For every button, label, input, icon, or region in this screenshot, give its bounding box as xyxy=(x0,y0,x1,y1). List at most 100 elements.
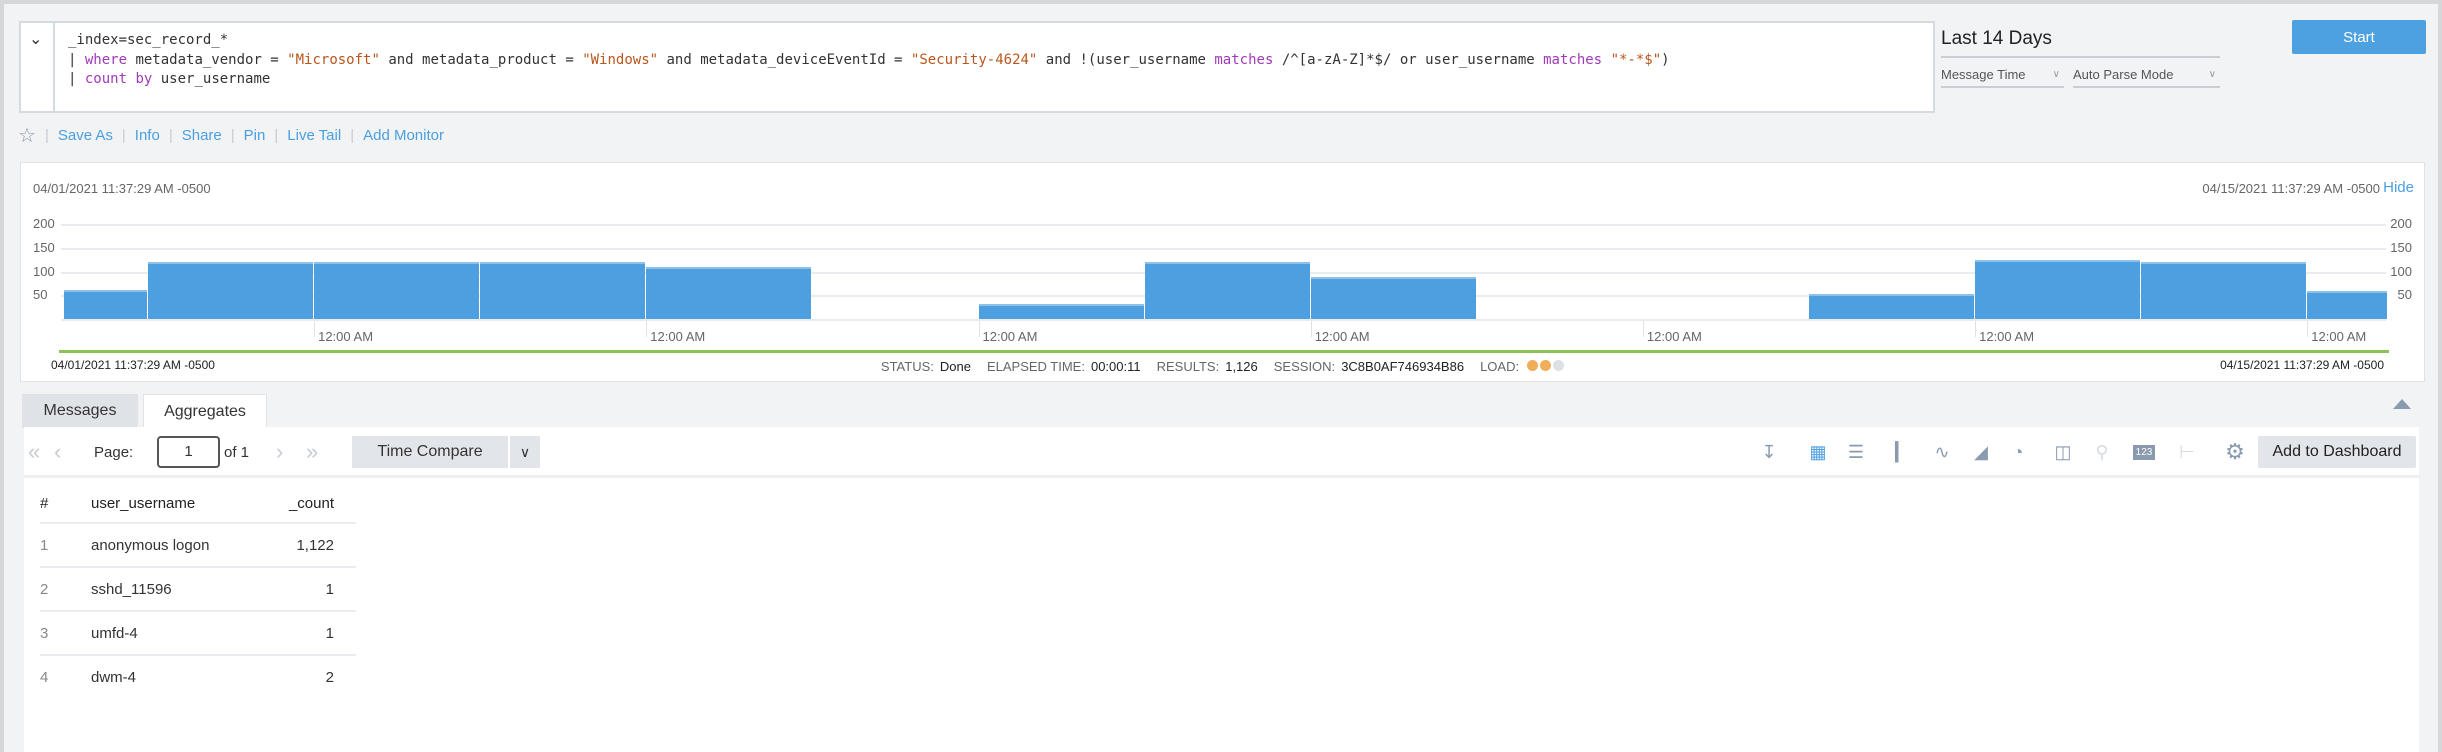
histogram-panel: 04/01/2021 11:37:29 AM -0500 04/15/2021 … xyxy=(20,162,2425,382)
results-panel: « ‹ Page: 1 of 1 › » Time Compare ∨ ↧ ▦ … xyxy=(24,427,2419,752)
query-token: "Security-4624" xyxy=(910,51,1038,68)
line-chart-icon[interactable]: ∿ xyxy=(1934,441,1950,462)
session-label: SESSION: xyxy=(1273,359,1336,374)
row-index: 1 xyxy=(40,522,91,567)
row-index: 4 xyxy=(40,654,91,699)
status-label: STATUS: xyxy=(880,359,934,374)
histogram-start-time: 04/01/2021 11:37:29 AM -0500 xyxy=(33,181,211,196)
first-page-icon[interactable]: « xyxy=(28,439,41,464)
histogram-bar[interactable] xyxy=(1144,261,1310,319)
range-end: 04/15/2021 11:37:29 AM -0500 xyxy=(2220,358,2384,372)
last-page-icon[interactable]: » xyxy=(306,439,319,464)
info-link[interactable]: Info xyxy=(134,127,160,144)
histogram-bar[interactable] xyxy=(646,266,812,319)
single-value-icon[interactable]: 123 xyxy=(2132,444,2156,460)
gridline xyxy=(61,224,2386,226)
export-icon[interactable]: ↧ xyxy=(1761,441,1777,462)
collapse-triangle-icon[interactable] xyxy=(2393,399,2411,409)
histogram-bar[interactable] xyxy=(1809,293,1975,319)
x-tick-label: 12:00 AM xyxy=(318,329,374,344)
row-username: sshd_11596 xyxy=(91,566,261,611)
next-page-icon[interactable]: › xyxy=(276,439,284,464)
histogram-bar[interactable] xyxy=(1310,277,1476,319)
histogram-bar[interactable] xyxy=(978,304,1144,319)
time-mode-select[interactable]: Message Time ∨ xyxy=(1941,64,2064,88)
tab-aggregates[interactable]: Aggregates xyxy=(143,394,267,428)
gridline xyxy=(61,247,2386,250)
collapse-query-chevron-icon[interactable]: ⌄ xyxy=(29,31,43,48)
save-as-link[interactable]: Save As xyxy=(57,127,113,144)
elapsed-value: 00:00:11 xyxy=(1090,359,1141,374)
add-to-dashboard-button[interactable]: Add to Dashboard xyxy=(2258,436,2416,468)
query-token: _index=sec_record_* xyxy=(68,32,229,48)
box-plot-icon[interactable]: ◫ xyxy=(2054,441,2072,462)
query-text[interactable]: _index=sec_record_* | where metadata_vend… xyxy=(68,31,1670,90)
table-row[interactable]: 3 umfd-4 1 xyxy=(40,610,356,655)
add-monitor-link[interactable]: Add Monitor xyxy=(363,127,444,144)
horizontal-bar-chart-icon[interactable]: ☰ xyxy=(1847,441,1865,462)
query-line: | count by user_username xyxy=(68,70,1670,90)
area-chart-icon[interactable]: ◢ xyxy=(1974,441,1988,462)
query-token: user_username xyxy=(152,71,271,87)
load-label: LOAD: xyxy=(1480,359,1520,374)
row-username: umfd-4 xyxy=(91,610,261,655)
table-row[interactable]: 1 anonymous logon 1,122 xyxy=(40,522,356,567)
histogram-bar[interactable] xyxy=(2307,290,2388,319)
gear-icon[interactable]: ⚙ xyxy=(2225,439,2245,464)
column-chart-icon[interactable]: ▎ xyxy=(1895,441,1909,462)
time-compare-button[interactable]: Time Compare xyxy=(352,436,508,468)
y-tick-label: 200 xyxy=(33,216,55,231)
x-tick xyxy=(2307,321,2309,337)
histogram-bar[interactable] xyxy=(1975,260,2141,319)
share-link[interactable]: Share xyxy=(181,127,222,144)
table-row[interactable]: 2 sshd_11596 1 xyxy=(40,566,356,611)
query-token: count xyxy=(84,71,128,87)
query-token xyxy=(1602,52,1610,68)
parse-mode-select[interactable]: Auto Parse Mode ∨ xyxy=(2073,64,2220,88)
time-mode-value: Message Time xyxy=(1941,67,2026,82)
parse-mode-value: Auto Parse Mode xyxy=(2073,67,2174,82)
column-header-count[interactable]: _count xyxy=(288,494,334,512)
prev-page-icon[interactable]: ‹ xyxy=(54,439,62,464)
histogram-bar[interactable] xyxy=(64,289,147,319)
time-range-underline xyxy=(1941,56,2220,58)
results-value: 1,126 xyxy=(1225,359,1258,374)
results-label: RESULTS: xyxy=(1156,359,1220,374)
pie-chart-icon[interactable]: ◔ xyxy=(2012,441,2024,462)
query-token: | xyxy=(68,71,85,87)
y-tick-label: 150 xyxy=(33,239,55,255)
query-editor[interactable]: ⌄ _index=sec_record_* | where metadata_ve… xyxy=(19,21,1935,113)
histogram-bar[interactable] xyxy=(148,261,314,319)
column-header-user-username[interactable]: user_username xyxy=(91,494,196,512)
histogram-bar[interactable] xyxy=(314,261,480,319)
time-compare-dropdown[interactable]: ∨ xyxy=(510,436,540,468)
page-input[interactable]: 1 xyxy=(157,436,220,468)
start-button[interactable]: Start xyxy=(2292,20,2426,54)
divider: | xyxy=(168,127,173,144)
live-tail-link[interactable]: Live Tail xyxy=(287,127,342,144)
histogram-bar[interactable] xyxy=(2141,261,2307,319)
y-tick-label: 150 xyxy=(2390,239,2412,255)
pin-link[interactable]: Pin xyxy=(243,127,266,144)
row-count: 2 xyxy=(261,654,334,699)
y-tick-label: 100 xyxy=(2390,263,2412,279)
row-count: 1 xyxy=(261,610,334,655)
column-header-index[interactable]: # xyxy=(40,494,49,512)
map-pin-icon[interactable]: ⚲ xyxy=(2095,441,2109,462)
star-icon[interactable]: ☆ xyxy=(18,125,36,147)
search-page: ⌄ _index=sec_record_* | where metadata_ve… xyxy=(4,4,2438,752)
divider: | xyxy=(44,127,49,144)
histogram-bar[interactable] xyxy=(480,261,646,319)
hide-histogram-link[interactable]: Hide xyxy=(2383,179,2414,196)
time-range-input[interactable]: Last 14 Days xyxy=(1941,28,2052,49)
x-tick xyxy=(646,321,648,337)
table-view-icon[interactable]: ▦ xyxy=(1809,441,1827,462)
query-actions: ☆ | Save As | Info | Share | Pin | Live Tail … xyxy=(18,123,444,148)
table-row[interactable]: 4 dwm-4 2 xyxy=(40,654,356,699)
flow-chart-icon[interactable]: ⊢ xyxy=(2179,441,2195,462)
query-token: by xyxy=(135,71,153,87)
elapsed-label: ELAPSED TIME: xyxy=(986,359,1085,374)
x-tick xyxy=(978,321,980,337)
divider: | xyxy=(274,127,279,144)
tab-messages[interactable]: Messages xyxy=(22,394,138,428)
